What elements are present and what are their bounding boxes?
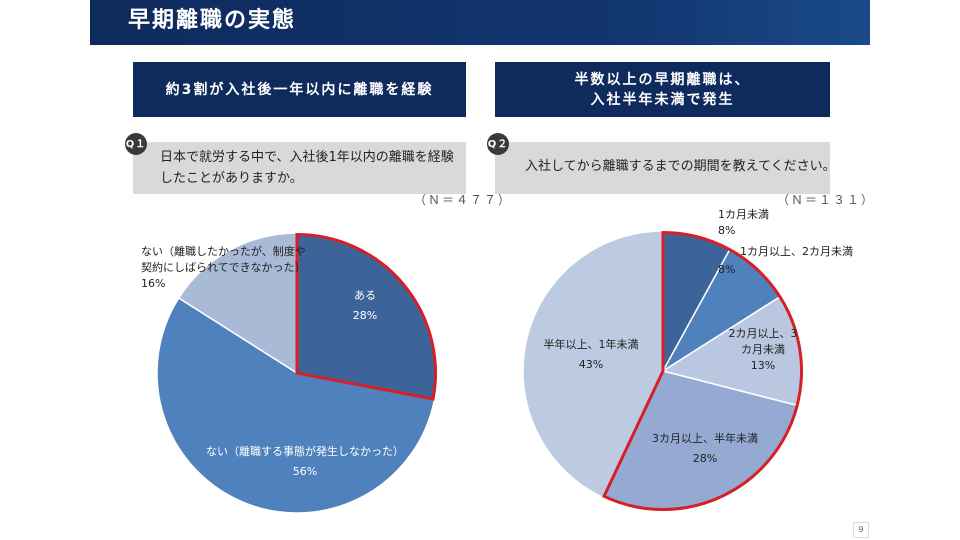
data-label-left-2: ない（離職したかったが、制度や 契約にしばられてできなかった） 16%: [141, 244, 311, 292]
header-bar: [90, 0, 870, 45]
label-value-right-1: 8%: [718, 263, 736, 276]
label-value-right-2: 13%: [750, 359, 776, 372]
label-name-left-1: ない（離職する事態が発生しなかった）: [206, 445, 404, 458]
label-name-right-2: 2カ月以上、3カ月未満: [728, 327, 798, 356]
pie-chart-right: [522, 230, 804, 512]
label-name-left-0: ある: [354, 289, 376, 302]
right-headline-line2: 入社半年未満で発生: [590, 91, 735, 108]
data-label-right-2: 2カ月以上、3カ月未満 13%: [728, 326, 798, 374]
data-label-right-0: 1カ月未満 8%: [718, 207, 778, 239]
q1-badge: Q１: [125, 133, 147, 155]
q2-badge: Q２: [487, 133, 509, 155]
page-title: 早期離職の実態: [128, 8, 297, 33]
left-headline: 約3割が入社後一年以内に離職を経験: [133, 62, 466, 117]
pie-left-highlight-outline: [295, 232, 437, 401]
pie-left-slice-2: [177, 232, 298, 375]
data-label-right-3: 3カ月以上、半年未満 28%: [644, 431, 766, 467]
label-value-right-3: 28%: [692, 452, 718, 465]
data-label-left-0: ある 28%: [335, 288, 395, 324]
pie-right-slice-4: [522, 230, 664, 499]
question-text-q2: 入社してから離職するまでの期間を教えてください。: [525, 159, 836, 174]
label-name-left-2: ない（離職したかったが、制度や 契約にしばられてできなかった）: [141, 245, 306, 274]
pie-right-highlight-outline: [602, 230, 803, 511]
page-number: 9: [853, 522, 869, 538]
question-box-q2: Q２ 入社してから離職するまでの期間を教えてください。: [487, 133, 836, 194]
question-box-q1: Q１ 日本で就労する中で、入社後1年以内の離職を経験 したことがありますか。: [125, 133, 466, 194]
label-value-left-1: 56%: [292, 465, 318, 478]
label-value-right-0: 8%: [718, 224, 736, 237]
label-name-right-0: 1カ月未満: [718, 208, 769, 221]
data-label-right-1: 1カ月以上、2カ月未満 8%: [718, 244, 868, 278]
sample-size-left: （Ｎ＝４７７）: [414, 193, 513, 207]
right-headline-line1: 半数以上の早期離職は、: [574, 71, 751, 88]
label-value-right-4: 43%: [578, 358, 604, 371]
label-name-right-4: 半年以上、1年未満: [543, 338, 639, 351]
data-label-right-4: 半年以上、1年未満 43%: [536, 337, 646, 373]
label-name-right-1: 1カ月以上、2カ月未満: [740, 245, 853, 258]
pie-chart-left: [156, 232, 438, 514]
data-label-left-1: ない（離職する事態が発生しなかった） 56%: [190, 444, 420, 480]
label-name-right-3: 3カ月以上、半年未満: [652, 432, 758, 445]
sample-size-right: （Ｎ＝１３１）: [777, 193, 876, 207]
label-value-left-0: 28%: [352, 309, 378, 322]
pie-left-slice-1: [156, 296, 436, 514]
right-headline: 半数以上の早期離職は、 入社半年未満で発生: [495, 62, 830, 117]
label-value-left-2: 16%: [141, 277, 166, 290]
question-text-q1: 日本で就労する中で、入社後1年以内の離職を経験 したことがありますか。: [160, 150, 454, 186]
